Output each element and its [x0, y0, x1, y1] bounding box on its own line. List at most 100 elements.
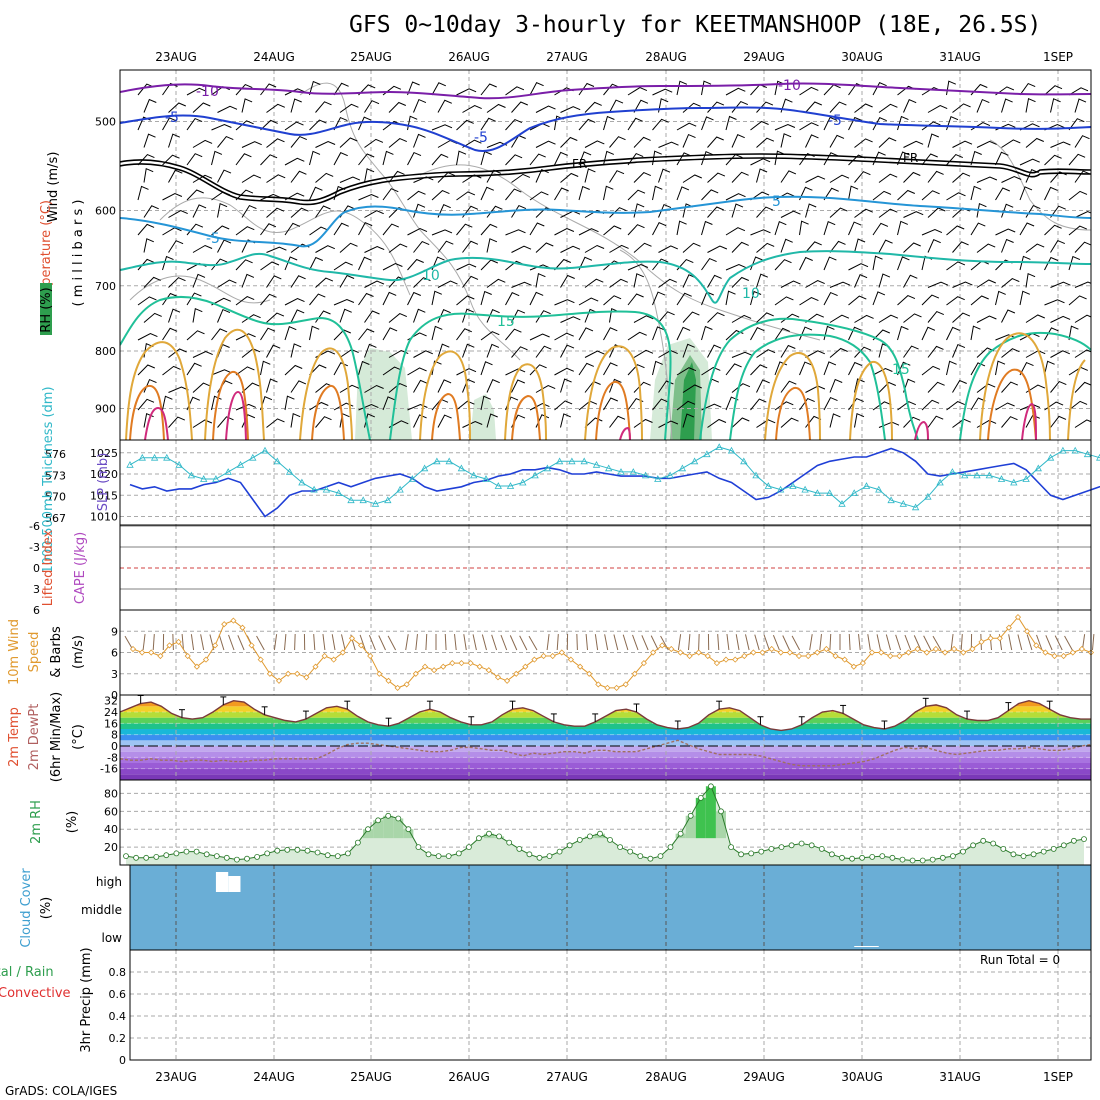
rh2m-marker — [465, 844, 472, 850]
precip-tick: 0.6 — [109, 988, 127, 1001]
rh2m-marker — [879, 853, 886, 859]
wind-speed-marker — [722, 656, 730, 663]
thickness-marker — [862, 482, 871, 489]
wind-tick: 6 — [111, 647, 118, 660]
wind-barb — [456, 191, 476, 201]
wind-barb — [315, 140, 336, 148]
wind-speed-marker — [650, 649, 657, 656]
wind-barb — [952, 312, 971, 323]
rh2m-marker — [1071, 837, 1077, 844]
wind-barb — [143, 133, 156, 148]
thickness-marker — [899, 499, 907, 507]
wind-barb — [946, 261, 966, 271]
rh2m-marker — [1030, 851, 1037, 858]
wind-barb — [772, 634, 780, 651]
wind-barb — [1045, 635, 1053, 651]
wind-barb — [848, 397, 864, 411]
wind-barb — [437, 309, 451, 323]
wind-barb — [872, 151, 886, 166]
wind-barb — [481, 634, 487, 651]
thickness-marker — [568, 457, 576, 465]
wind-barb — [756, 101, 774, 113]
wind-barb — [1068, 118, 1085, 131]
wind-barb — [378, 635, 386, 651]
wind-speed-marker — [850, 663, 857, 670]
rh2m-marker — [899, 856, 906, 863]
wind-speed-marker — [704, 652, 711, 660]
rh2m-marker — [566, 842, 573, 849]
wind-barb — [168, 386, 189, 393]
wind-barb — [143, 205, 159, 218]
thickness-marker — [261, 446, 269, 454]
wind-barb — [358, 193, 379, 201]
precip-tick: 0.2 — [109, 1032, 127, 1045]
wind-barb — [976, 176, 998, 183]
wind-barb — [627, 224, 645, 236]
thickness-marker — [875, 485, 883, 493]
wind-barb — [192, 139, 213, 148]
temp2m-axis-label: 2m Temp — [7, 707, 22, 767]
date-label-bottom: 28AUG — [645, 1070, 687, 1084]
temp-band — [120, 723, 1091, 729]
wind-speed-marker — [175, 638, 182, 645]
thickness-marker — [236, 460, 245, 468]
wind-barb — [633, 99, 649, 113]
wind-barb — [1050, 380, 1067, 393]
rh2m-shade — [695, 797, 706, 839]
wind-speed-marker — [1024, 628, 1031, 635]
wind-barb — [358, 256, 372, 271]
wind-barb — [333, 222, 349, 236]
wind-barb — [480, 331, 500, 341]
rh2m-marker — [435, 853, 442, 859]
rh2m-marker — [223, 854, 230, 861]
thickness-marker — [776, 485, 785, 493]
wind-speed-marker — [759, 649, 766, 656]
rh2m-marker — [284, 846, 291, 853]
wind-barb — [364, 138, 384, 148]
wind-barb — [995, 228, 1016, 236]
thickness-marker — [740, 457, 748, 465]
rh2m-marker — [1010, 851, 1017, 858]
wind-barb — [560, 172, 579, 183]
wind-barb — [1050, 141, 1071, 148]
wind-barb — [633, 418, 653, 428]
thickness-marker — [519, 478, 527, 486]
wind-barb — [137, 296, 157, 306]
rh2m-marker — [1000, 846, 1007, 852]
wind-barb — [535, 385, 556, 393]
wind-barb — [823, 256, 837, 271]
wind-barb — [952, 343, 966, 358]
wind-speed-marker — [376, 670, 383, 677]
wind-barb — [584, 244, 605, 253]
wind-barb — [560, 136, 578, 148]
rh2m-marker — [314, 849, 321, 856]
wind-barb — [456, 263, 477, 271]
wind-barb — [878, 103, 898, 113]
wind-barb — [927, 415, 944, 428]
dewpt2m-axis-label: 2m DewPt — [27, 704, 42, 771]
wind-barb — [217, 202, 228, 218]
wind-barb — [952, 281, 973, 288]
wind-barb — [897, 401, 916, 411]
wind-barb — [162, 192, 183, 201]
wind-barb — [168, 308, 181, 323]
wind-barb — [725, 87, 746, 96]
wind-barb — [584, 417, 603, 428]
wind-barb — [750, 398, 767, 411]
wind-barb — [927, 207, 946, 218]
footer-credit: GrADS: COLA/IGES — [5, 1084, 117, 1098]
wind-barb — [137, 185, 149, 201]
isotherm-plus15 — [699, 317, 919, 440]
pressure-tick: 700 — [95, 280, 116, 293]
wind-barb — [505, 118, 523, 131]
wind-barb — [266, 246, 287, 253]
wind-speed-marker — [394, 684, 401, 691]
wind-barb — [897, 189, 915, 201]
wind-barb — [897, 115, 909, 131]
wind-barb — [364, 310, 380, 323]
thickness-tick: 567 — [45, 512, 66, 525]
thickness-axis-label: 1000-500mb Thickness (dm) — [41, 386, 56, 573]
wind-barb — [701, 366, 721, 376]
wind-barb — [333, 116, 348, 131]
